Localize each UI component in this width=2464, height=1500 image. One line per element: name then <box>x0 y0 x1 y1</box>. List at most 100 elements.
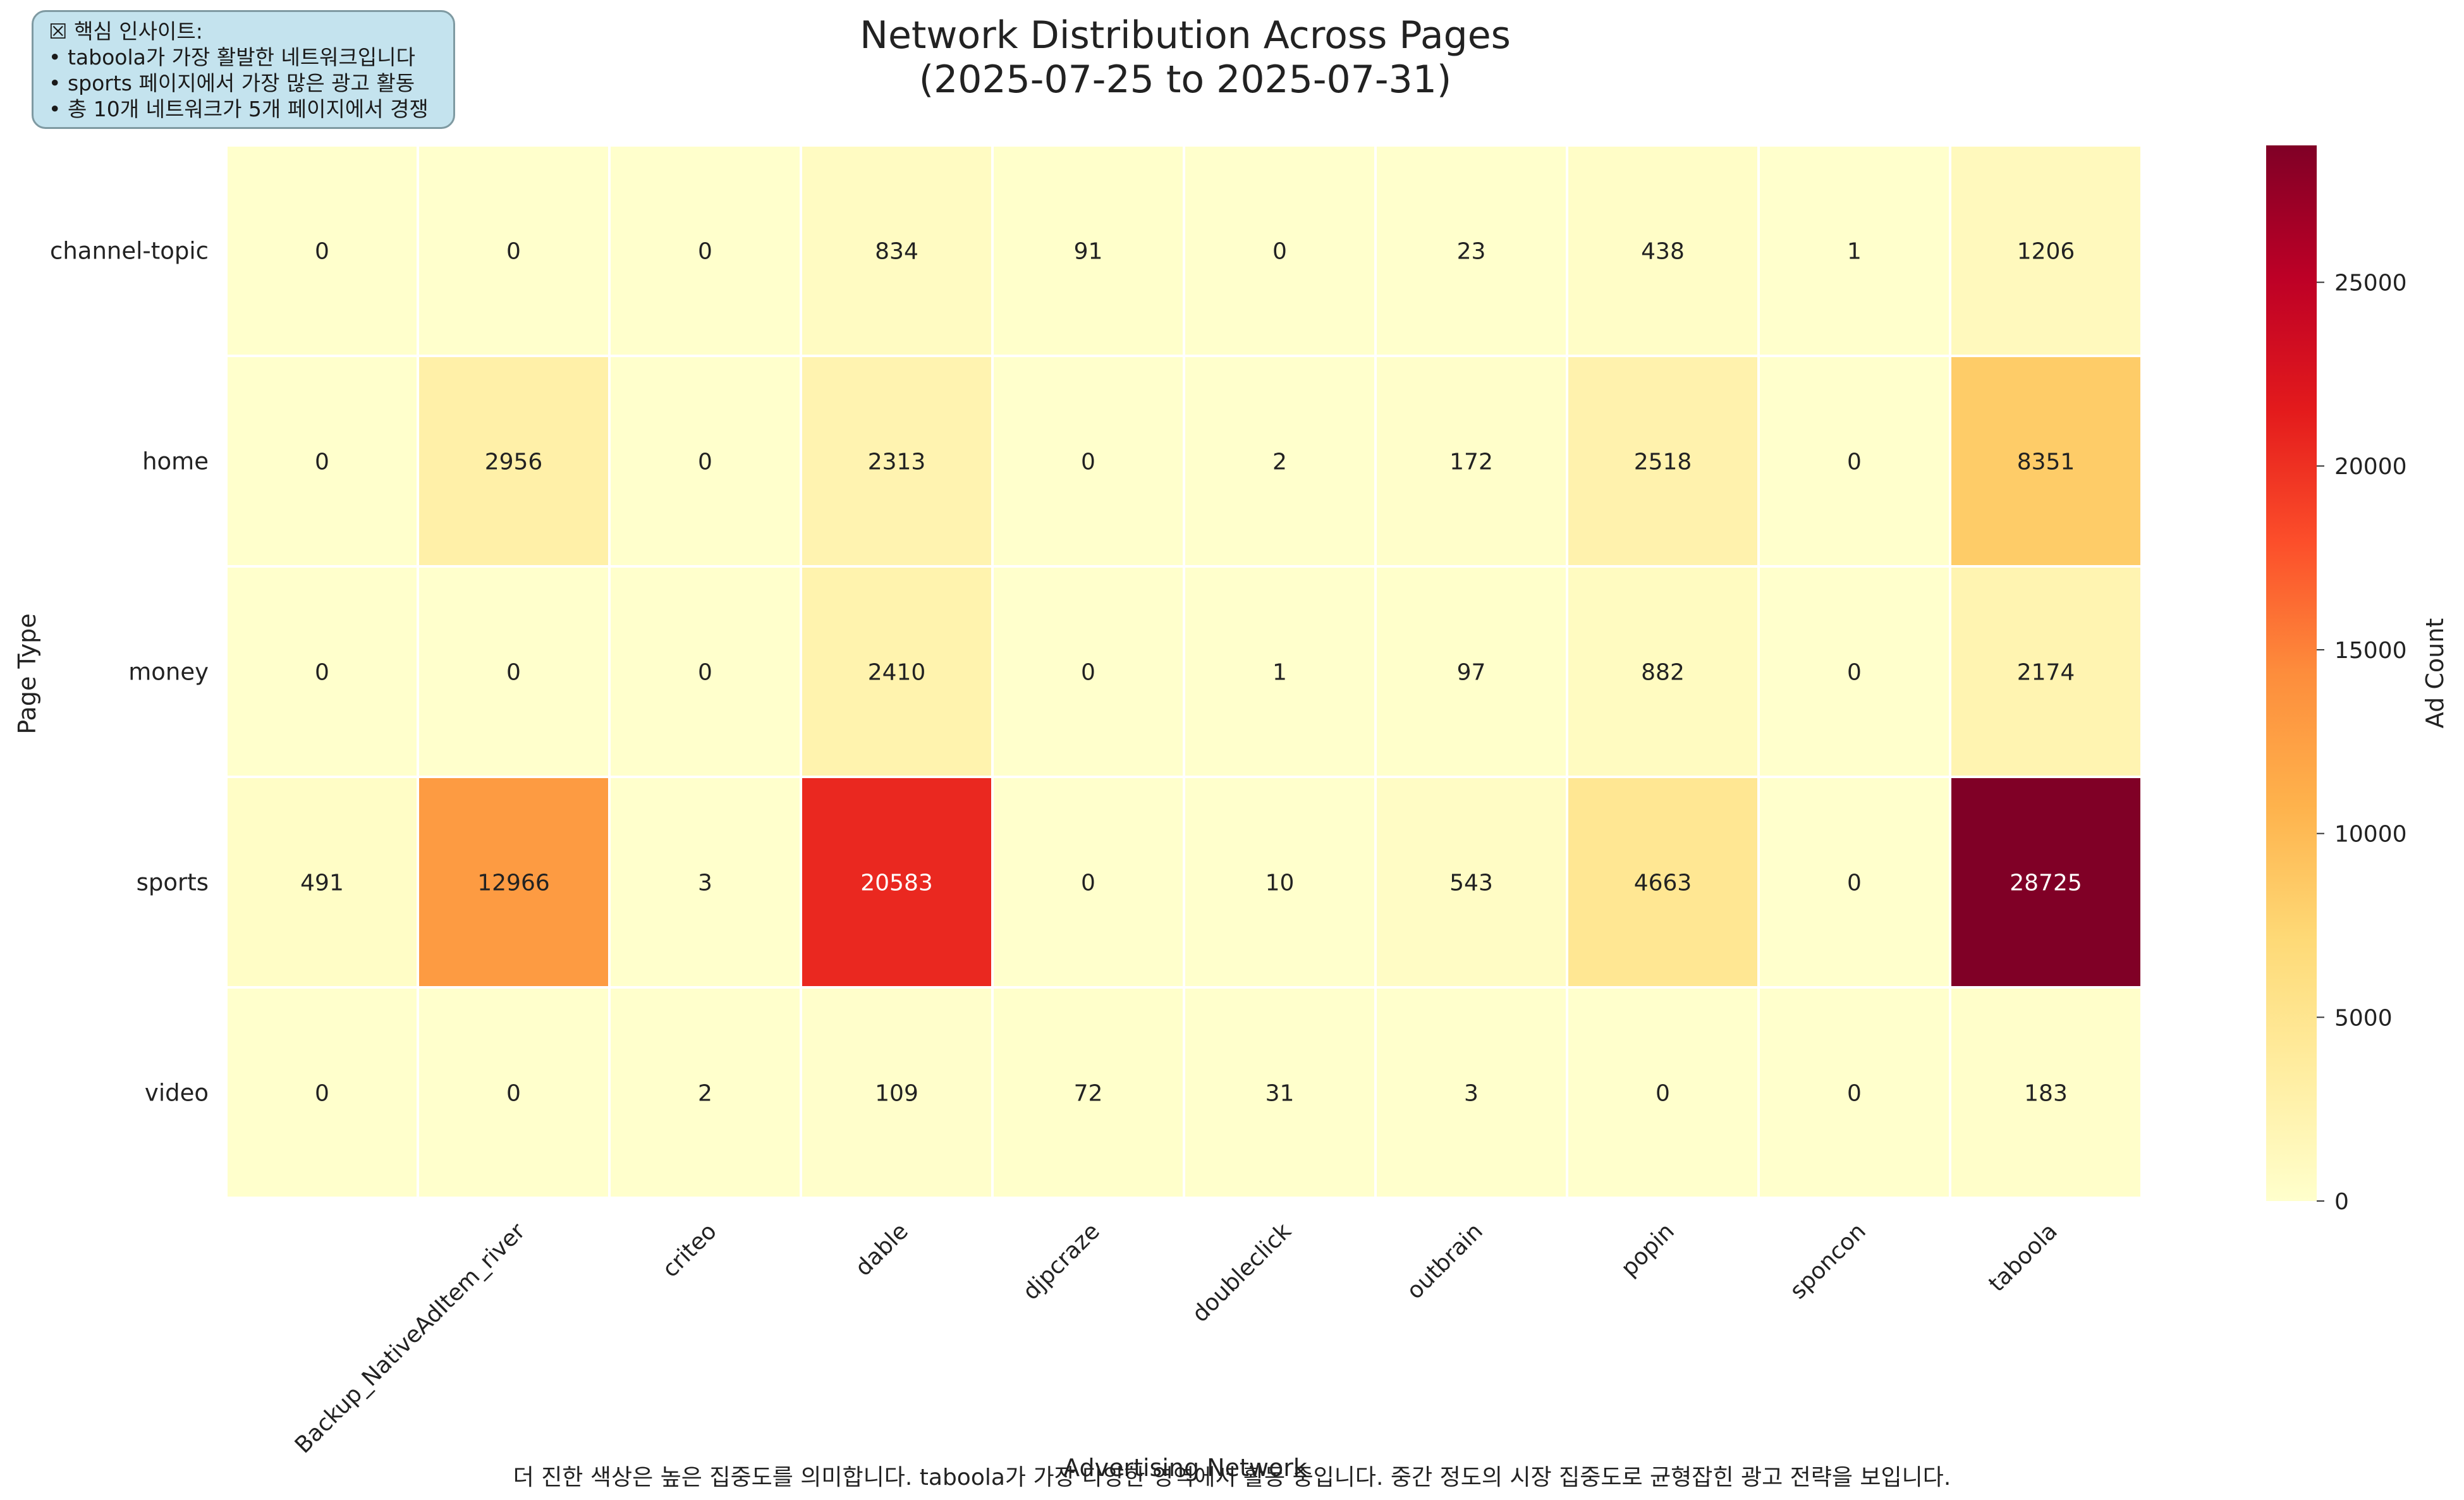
colorbar-tick-label: 25000 <box>2334 271 2407 296</box>
cell-value-label: 10 <box>1266 870 1295 896</box>
x-tick-label-popin: popin <box>1616 1218 1680 1281</box>
cell-value-label: 31 <box>1266 1081 1295 1107</box>
cell-value-label: 0 <box>698 660 712 686</box>
heatmap-cell-home-dable <box>800 355 994 568</box>
colorbar-tick-label: 0 <box>2334 1189 2349 1215</box>
cell-value-label: 438 <box>1641 239 1685 265</box>
cell-value-label: 2 <box>1272 449 1287 475</box>
cell-value-label: 2518 <box>1634 449 1692 475</box>
colorbar-tick-label: 10000 <box>2334 822 2407 848</box>
cell-value-label: 72 <box>1074 1081 1103 1107</box>
cell-value-label: 0 <box>1656 1081 1670 1107</box>
heatmap-cell-home-doubleclick <box>1183 355 1377 568</box>
cell-value-label: 834 <box>875 239 918 265</box>
cell-value-label: 0 <box>698 449 712 475</box>
heatmap-cell-money-blank <box>225 565 419 778</box>
heatmap-cell-channel-topic-taboola <box>1949 144 2143 357</box>
cell-value-label: 172 <box>1449 449 1493 475</box>
cell-value-label: 91 <box>1074 239 1103 265</box>
heatmap-cell-sports-outbrain <box>1374 776 1568 989</box>
y-tick-label-money: money <box>128 659 209 686</box>
cell-value-label: 1206 <box>2017 239 2075 265</box>
cell-value-label: 2313 <box>868 449 926 475</box>
colorbar-tick-label: 5000 <box>2334 1005 2393 1031</box>
heatmap-cell-home-sponcon <box>1757 355 1951 568</box>
insight-line-2: • sports 페이지에서 가장 많은 광고 활동 <box>49 71 415 95</box>
y-tick-label-home: home <box>142 448 209 475</box>
cell-value-label: 2174 <box>2017 660 2075 686</box>
x-tick-label-djpcraze: djpcraze <box>1018 1218 1104 1305</box>
heatmap-cells <box>225 144 2143 1199</box>
heatmap-cell-sports-doubleclick <box>1183 776 1377 989</box>
heatmap-cell-home-popin <box>1566 355 1760 568</box>
heatmap-cell-money-popin <box>1566 565 1760 778</box>
heatmap-cell-money-outbrain <box>1374 565 1568 778</box>
cell-value-label: 0 <box>698 239 712 265</box>
cell-value-label: 0 <box>315 239 329 265</box>
heatmap-cell-channel-topic-doubleclick <box>1183 144 1377 357</box>
heatmap-cell-channel-topic-backup-nativeaditem-river <box>417 144 611 357</box>
cell-value-label: 0 <box>1081 870 1095 896</box>
cell-value-label: 0 <box>315 449 329 475</box>
cell-value-label: 0 <box>1081 660 1095 686</box>
colorbar <box>2266 145 2317 1201</box>
heatmap-cell-home-backup-nativeaditem-river <box>417 355 611 568</box>
chart-caption: 더 진한 색상은 높은 집중도를 의미합니다. taboola가 가장 다양한 … <box>513 1465 1951 1491</box>
cell-value-label: 1 <box>1847 239 1862 265</box>
colorbar-tick-label: 20000 <box>2334 454 2407 480</box>
cell-value-label: 0 <box>1847 449 1862 475</box>
colorbar-tick-label: 15000 <box>2334 638 2407 664</box>
cell-value-label: 0 <box>506 660 521 686</box>
heatmap-cell-sports-djpcraze <box>991 776 1185 989</box>
heatmap-cell-sports-sponcon <box>1757 776 1951 989</box>
y-tick-label-sports: sports <box>137 869 209 896</box>
cell-value-label: 0 <box>1847 1081 1862 1107</box>
insight-line-3: • 총 10개 네트워크가 5개 페이지에서 경쟁 <box>49 97 429 121</box>
cell-value-label: 0 <box>1847 660 1862 686</box>
chart-title-line-2: (2025-07-25 to 2025-07-31) <box>919 58 1452 102</box>
heatmap-cell-channel-topic-criteo <box>608 144 802 357</box>
cell-value-label: 2956 <box>485 449 543 475</box>
insight-box: ☒ 핵심 인사이트: • taboola가 가장 활발한 네트워크입니다 • s… <box>32 10 455 129</box>
cell-value-label: 0 <box>1081 449 1095 475</box>
cell-value-label: 2 <box>698 1081 712 1107</box>
chart-title-line-1: Network Distribution Across Pages <box>860 13 1511 58</box>
insight-title: ☒ 핵심 인사이트: <box>49 19 203 44</box>
cell-value-label: 97 <box>1457 660 1486 686</box>
x-tick-label-outbrain: outbrain <box>1402 1218 1488 1304</box>
heatmap-cell-video-djpcraze <box>991 986 1185 1199</box>
heatmap-cell-video-blank <box>225 986 419 1199</box>
insight-line-1: • taboola가 가장 활발한 네트워크입니다 <box>49 45 415 70</box>
cell-value-label: 109 <box>875 1081 918 1107</box>
cell-value-label: 0 <box>1847 870 1862 896</box>
y-tick-label-video: video <box>145 1080 209 1107</box>
heatmap-cell-video-outbrain <box>1374 986 1568 1199</box>
y-axis-label: Page Type <box>13 613 41 734</box>
heatmap-cell-money-sponcon <box>1757 565 1951 778</box>
cell-value-label: 183 <box>2024 1081 2068 1107</box>
heatmap-cell-home-taboola <box>1949 355 2143 568</box>
heatmap-cell-money-taboola <box>1949 565 2143 778</box>
cell-value-label: 12966 <box>477 870 550 896</box>
x-tick-label-dable: dable <box>850 1218 913 1281</box>
cell-value-label: 3 <box>1464 1081 1479 1107</box>
x-tick-label-taboola: taboola <box>1984 1218 2063 1297</box>
x-axis-label: Advertising Network <box>1063 1454 1307 1482</box>
heatmap-cell-sports-taboola <box>1949 776 2143 989</box>
heatmap-cell-video-sponcon <box>1757 986 1951 1199</box>
cell-value-label: 0 <box>315 1081 329 1107</box>
x-tick-label-doubleclick: doubleclick <box>1187 1218 1296 1327</box>
cell-value-label: 0 <box>1272 239 1287 265</box>
cell-value-label: 23 <box>1457 239 1486 265</box>
heatmap-cell-video-taboola <box>1949 986 2143 1199</box>
cell-value-label: 491 <box>300 870 344 896</box>
x-tick-label-backup-nativeaditem-river: Backup_NativeAdItem_river <box>290 1218 530 1458</box>
cell-value-label: 0 <box>315 660 329 686</box>
x-tick-label-sponcon: sponcon <box>1785 1218 1871 1304</box>
cell-value-label: 3 <box>698 870 712 896</box>
heatmap-cell-sports-blank <box>225 776 419 989</box>
cell-value-label: 2410 <box>868 660 926 686</box>
heatmap-cell-money-backup-nativeaditem-river <box>417 565 611 778</box>
